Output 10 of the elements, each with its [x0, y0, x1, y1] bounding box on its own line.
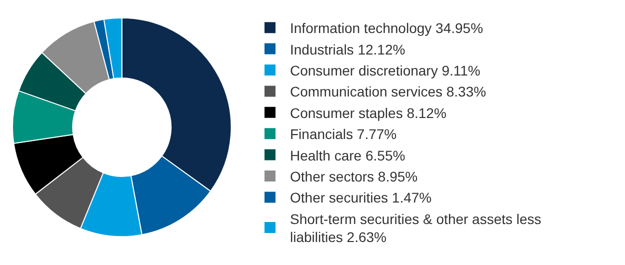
- legend-label: Financials 7.77%: [290, 126, 397, 142]
- legend-label: Short-term securities & other assets less liabilities 2.63%: [290, 210, 542, 246]
- legend-label: Information technology 34.95%: [290, 20, 484, 36]
- legend-label: Consumer staples 8.12%: [290, 104, 446, 121]
- legend-label: Consumer discretionary 9.11%: [290, 62, 480, 78]
- legend-label: Other sectors 8.95%: [290, 168, 418, 184]
- legend-label: Communication services 8.33%: [290, 84, 486, 100]
- legend-label: Industrials 12.12%: [290, 41, 406, 58]
- legend-label: Other securities 1.47%: [290, 190, 432, 206]
- legend-label: Health care 6.55%: [290, 147, 406, 164]
